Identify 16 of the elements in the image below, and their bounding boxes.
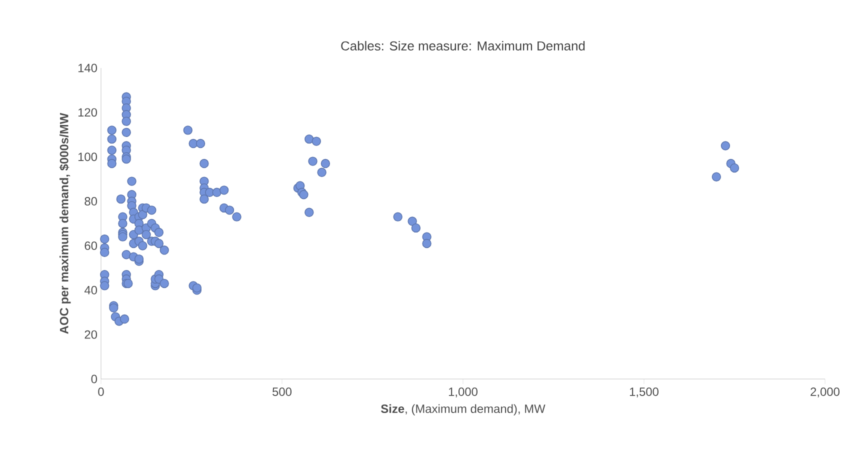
y-tick-label: 0 <box>91 374 98 384</box>
y-tick-label: 80 <box>84 197 98 206</box>
y-axis-title: AOC per maximum demand, $000s/MW <box>59 112 71 334</box>
x-tick-label: 0 <box>98 388 104 396</box>
x-tick-label: 1,000 <box>448 388 478 398</box>
x-tick-label: 2,000 <box>810 388 840 398</box>
y-tick-label: 40 <box>84 286 98 294</box>
y-tick-label: 60 <box>84 241 98 250</box>
x-tick-label: 1,500 <box>630 388 658 398</box>
y-tick-label: 20 <box>84 330 98 339</box>
y-tick-label: 120 <box>78 108 98 117</box>
y-tick-label: 140 <box>78 64 98 72</box>
y-tick-label: 100 <box>78 152 98 162</box>
x-axis-title: Size, (Maximum demand), MW <box>380 404 546 416</box>
x-tick-label: 500 <box>272 388 292 396</box>
chart-title: Cables: Size measure: Maximum Demand <box>341 40 585 50</box>
